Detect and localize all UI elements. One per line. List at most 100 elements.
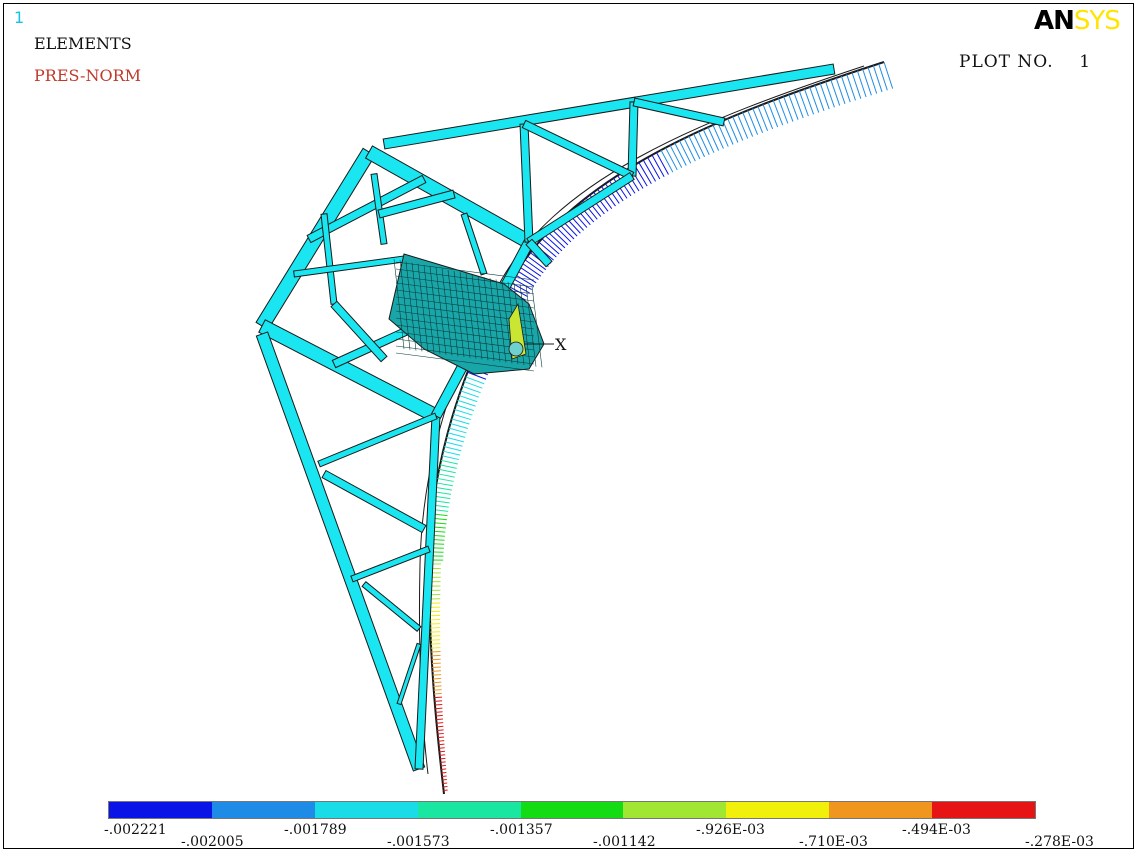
pressure-arrow	[438, 473, 455, 478]
truss-member	[255, 331, 426, 772]
legend-tick-label: -.002005	[181, 834, 244, 849]
pressure-arrow	[446, 436, 464, 443]
truss-member	[460, 212, 488, 276]
pressure-arrow	[762, 104, 774, 130]
truss-member	[627, 101, 639, 177]
pressure-arrow	[440, 459, 458, 465]
gate-skin-inner	[418, 65, 865, 775]
pressure-arrow	[707, 126, 720, 151]
pressure-arrow	[722, 120, 734, 145]
legend-tick-label: -.002221	[104, 822, 167, 838]
pressure-arrow	[550, 228, 569, 246]
pressure-arrow	[678, 140, 692, 164]
pressure-arrows	[428, 61, 894, 791]
pressure-arrow	[872, 65, 883, 93]
pressure-arrow	[777, 98, 789, 124]
legend-swatch	[314, 802, 418, 818]
pressure-arrow	[683, 138, 696, 162]
legend-swatch	[726, 802, 830, 818]
pressure-arrow	[665, 147, 678, 171]
legend-tick-label: -.926E-03	[696, 822, 765, 838]
pressure-arrow	[448, 427, 467, 434]
truss-member	[526, 171, 635, 247]
pressure-arrow	[439, 754, 446, 756]
truss-member	[330, 300, 388, 363]
pressure-arrow	[825, 81, 835, 108]
pressure-arrow	[697, 131, 710, 155]
pressure-arrow	[793, 92, 804, 119]
pressure-arrow	[638, 162, 652, 185]
legend-swatch	[417, 802, 521, 818]
pressure-arrow	[434, 696, 442, 699]
pressure-arrow	[436, 482, 453, 487]
pressure-arrow	[442, 778, 447, 781]
pressure-arrow	[669, 145, 683, 168]
plot-window: X 1 ELEMENTS PRES-NORM PLOT NO. 1 ANSYS …	[3, 3, 1134, 849]
pressure-arrow	[440, 761, 446, 763]
pressure-arrow	[440, 757, 446, 760]
pressure-arrow	[541, 238, 560, 255]
pressure-arrow	[732, 116, 744, 141]
pressure-arrow	[445, 441, 463, 447]
pressure-arrow	[647, 157, 661, 180]
pressure-arrow	[757, 106, 769, 132]
pressure-arrow	[431, 654, 441, 657]
model-diagram: X	[255, 61, 894, 795]
plot-number-label: PLOT NO. 1	[959, 52, 1092, 72]
pressure-arrow	[752, 108, 764, 133]
pressure-arrow	[438, 468, 456, 474]
pressure-arrow	[642, 159, 657, 182]
pressure-arrow	[544, 235, 563, 252]
legend-tick-label: -.001142	[593, 834, 656, 849]
pressure-arrow	[432, 670, 442, 672]
pressure-arrow	[688, 135, 701, 160]
pressure-arrow	[835, 77, 846, 104]
pressure-arrow	[767, 102, 779, 128]
pressure-arrow	[436, 725, 444, 728]
pressure-arrow	[434, 703, 443, 706]
pressure-arrow	[435, 711, 443, 713]
pressure-arrow	[437, 477, 454, 482]
legend-swatch	[520, 802, 624, 818]
pressure-arrow	[451, 418, 470, 425]
legend-swatch	[109, 802, 212, 818]
pressure-arrow	[454, 409, 473, 416]
x-axis-label: X	[555, 335, 567, 354]
truss-member	[370, 173, 388, 245]
pressure-arrow	[742, 112, 754, 137]
pressure-arrow	[435, 486, 453, 491]
pressure-arrow	[883, 61, 894, 89]
pressure-arrow	[717, 122, 729, 147]
truss-member	[317, 412, 438, 468]
pressure-arrow	[441, 768, 447, 770]
pressure-arrow	[862, 68, 872, 96]
pressure-arrow	[432, 674, 442, 676]
pressure-arrow	[747, 110, 759, 135]
pressure-arrow	[702, 129, 715, 153]
pressure-arrow	[465, 376, 485, 385]
pressure-arrow	[452, 413, 471, 421]
pressure-arrow	[467, 371, 487, 380]
pressure-arrow	[431, 662, 441, 665]
truss-member	[632, 97, 726, 127]
pressure-arrow	[727, 118, 739, 143]
pressure-arrow	[455, 404, 475, 412]
legend-swatch	[211, 802, 315, 818]
pressure-arrow	[438, 743, 445, 746]
pressure-arrow	[435, 707, 443, 710]
truss-member	[350, 545, 431, 583]
pressure-arrow	[435, 714, 443, 717]
pressure-arrow	[436, 722, 444, 724]
pressure-arrow	[438, 747, 445, 749]
pressure-arrow	[856, 70, 867, 98]
pressure-label: PRES-NORM	[34, 66, 141, 85]
pressure-arrow	[439, 464, 457, 469]
truss-member	[519, 123, 534, 243]
pressure-arrow	[819, 83, 830, 110]
pressure-arrow	[522, 262, 542, 277]
pressure-arrow	[524, 259, 544, 274]
pressure-arrow	[433, 685, 442, 687]
pressure-arrow	[447, 432, 466, 438]
pressure-arrow	[851, 72, 862, 99]
pressure-arrow	[437, 736, 445, 739]
